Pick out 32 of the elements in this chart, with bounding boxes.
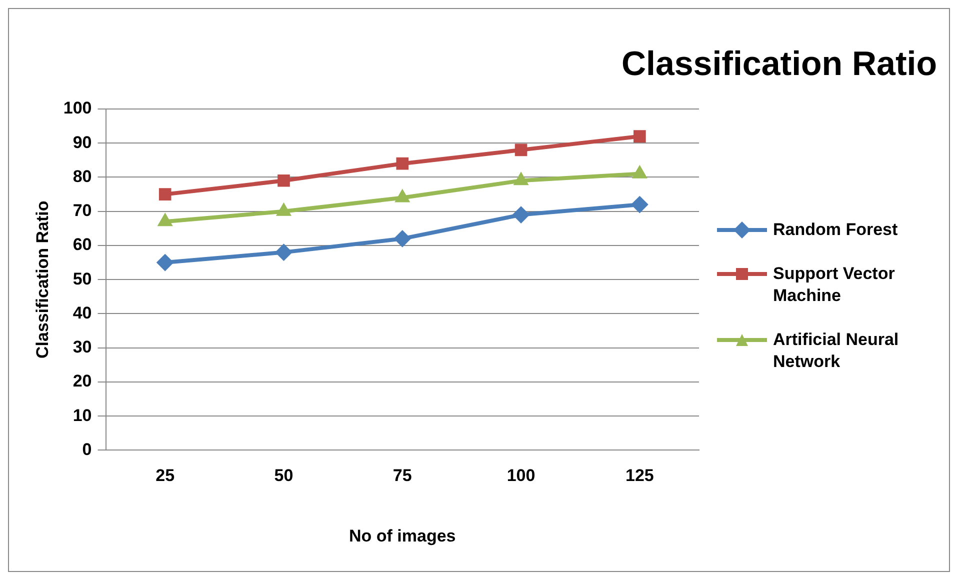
point — [514, 144, 528, 156]
point — [278, 174, 290, 187]
point — [275, 244, 292, 261]
x-tick-label: 125 — [625, 466, 654, 486]
text: Classification Ratio — [621, 45, 937, 84]
point — [634, 130, 646, 142]
y-axis-title: Classification Ratio — [32, 200, 52, 358]
x-axis-title: No of images — [349, 526, 456, 546]
point — [631, 196, 648, 214]
y-tick-label: 60 — [72, 235, 92, 254]
point — [156, 254, 174, 272]
point — [394, 230, 411, 248]
legend-label: Artificial Neural Network — [773, 329, 900, 373]
y-tick-label: 80 — [72, 166, 92, 186]
x-tick-label: 25 — [156, 466, 175, 486]
x-tick-label: 50 — [274, 466, 294, 486]
y-tick-label: 0 — [82, 440, 92, 459]
x-tick-label: 100 — [506, 466, 536, 486]
point — [396, 157, 409, 170]
x-tick-label: 75 — [392, 466, 412, 486]
y-tick-label: 90 — [72, 132, 92, 152]
y-tick-label: 10 — [72, 406, 92, 425]
y-tick-label: 30 — [72, 338, 92, 357]
y-tick-label: 70 — [72, 201, 92, 220]
point — [158, 188, 172, 200]
legend-label: Support Vector Machine — [773, 263, 896, 307]
y-tick-label: 100 — [63, 98, 92, 118]
y-tick-label: 50 — [72, 269, 92, 288]
y-tick-label: 20 — [72, 372, 92, 391]
legend-label: Random Forest — [773, 219, 898, 241]
point — [512, 206, 530, 224]
y-tick-label: 40 — [72, 303, 92, 322]
